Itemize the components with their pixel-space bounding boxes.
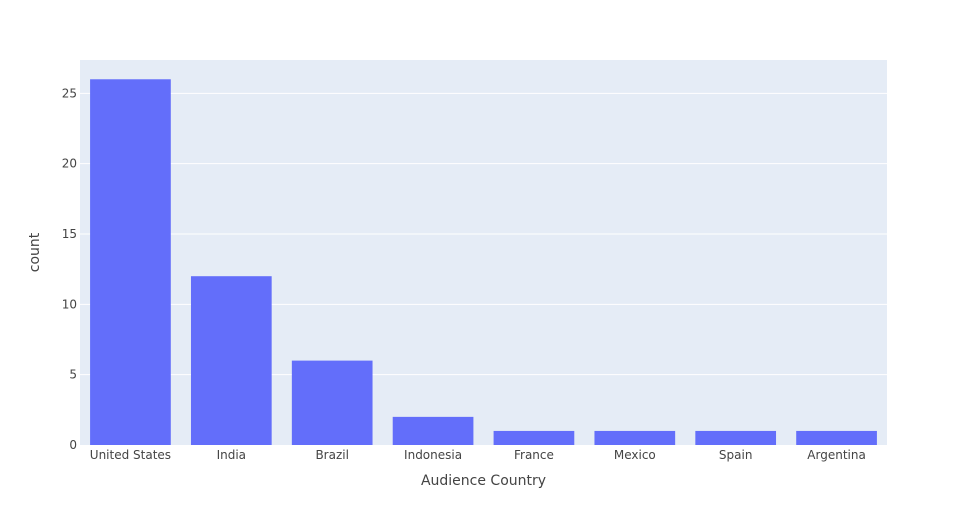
bar-mexico[interactable] bbox=[594, 430, 676, 445]
y-tick-label: 0 bbox=[69, 438, 77, 452]
x-tick-label: Brazil bbox=[315, 448, 349, 462]
y-tick-label: 25 bbox=[62, 86, 77, 100]
x-tick-label: France bbox=[514, 448, 554, 462]
y-tick-label: 20 bbox=[62, 157, 77, 171]
bar-france[interactable] bbox=[493, 430, 575, 445]
y-tick-label: 10 bbox=[62, 297, 77, 311]
x-tick-label: United States bbox=[90, 448, 171, 462]
y-axis-title: count bbox=[27, 232, 43, 272]
x-tick-label: Mexico bbox=[614, 448, 656, 462]
bar-india[interactable] bbox=[190, 276, 272, 445]
y-tick-label: 15 bbox=[62, 227, 77, 241]
bar-brazil[interactable] bbox=[291, 360, 373, 445]
bar-indonesia[interactable] bbox=[392, 416, 474, 445]
x-tick-labels: United States India Brazil Indonesia France M… bbox=[90, 448, 866, 462]
x-tick-label: India bbox=[217, 448, 246, 462]
x-tick-label: Indonesia bbox=[404, 448, 462, 462]
bar-argentina[interactable] bbox=[796, 430, 877, 445]
y-tick-label: 5 bbox=[69, 368, 77, 382]
x-tick-label: Argentina bbox=[807, 448, 866, 462]
bar-united-states[interactable] bbox=[90, 79, 171, 445]
x-axis-title: Audience Country bbox=[421, 473, 546, 489]
x-tick-label: Spain bbox=[719, 448, 753, 462]
y-tick-labels: 0 5 10 15 20 25 bbox=[62, 86, 77, 452]
bars bbox=[90, 79, 877, 445]
bar-spain[interactable] bbox=[695, 430, 777, 445]
